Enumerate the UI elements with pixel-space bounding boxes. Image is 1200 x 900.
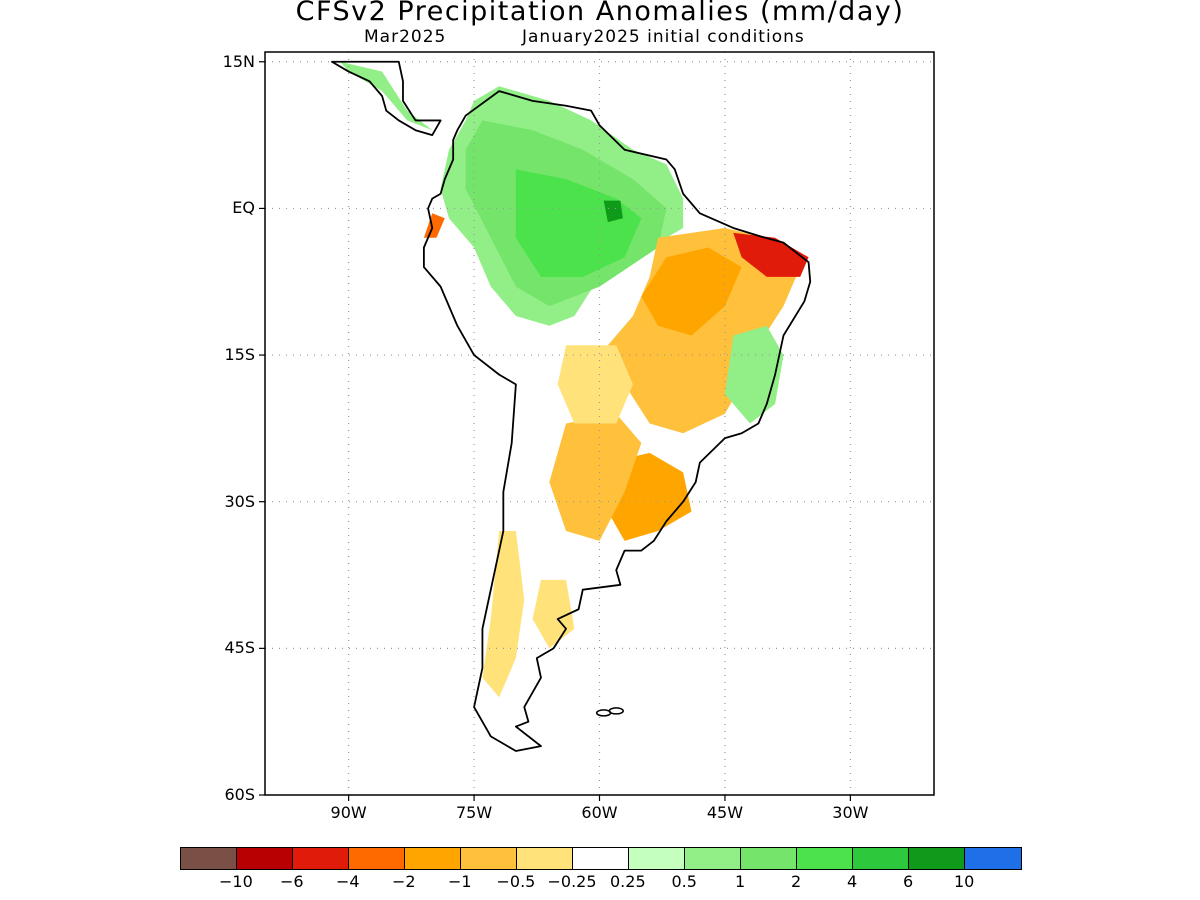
lat-label: 45S: [224, 638, 255, 658]
initial-conditions: January2025 initial conditions: [522, 27, 805, 47]
colorbar-swatch: [405, 848, 461, 869]
dry-anomaly-argentina-north: [549, 413, 642, 541]
colorbar-label: −0.5: [496, 872, 536, 891]
dry-anomaly-bolivia: [557, 345, 633, 424]
colorbar-swatch: [965, 848, 1021, 869]
colorbar-swatch: [461, 848, 517, 869]
dry-anomaly-central-brazil: [641, 247, 742, 336]
lat-label: 15N: [222, 51, 255, 71]
lon-label: 60W: [581, 803, 618, 822]
coastline-south-america: [422, 90, 812, 752]
forecast-month: Mar2025: [364, 27, 447, 47]
colorbar-label: 2: [791, 872, 802, 891]
colorbar-label: −0.25: [547, 872, 597, 891]
lon-label: 30W: [832, 803, 869, 822]
colorbar-label: 6: [903, 872, 914, 891]
colorbar-label: 1: [735, 872, 746, 891]
colorbar-label: 10: [954, 872, 975, 891]
colorbar-label: 0.25: [610, 872, 646, 891]
wet-anomaly-max: [603, 200, 623, 223]
colorbar-swatch: [909, 848, 965, 869]
colorbar-swatch: [797, 848, 853, 869]
colorbar-swatch: [517, 848, 573, 869]
colorbar-swatch: [685, 848, 741, 869]
chart-title: CFSv2 Precipitation Anomalies (mm/day): [295, 0, 905, 27]
colorbar: [180, 847, 1022, 870]
colorbar-label: 4: [847, 872, 858, 891]
island-falklands: [608, 707, 624, 715]
coastline-central-america: [330, 60, 442, 136]
lon-label: 90W: [330, 803, 367, 822]
dry-anomaly-ecuador: [423, 213, 445, 238]
lon-label: 75W: [455, 803, 493, 822]
anomaly-layer: [340, 61, 809, 698]
lon-label: 45W: [706, 803, 744, 822]
coastline: [330, 60, 812, 752]
colorbar-label: −4: [336, 872, 360, 891]
axis-ticks: [259, 61, 851, 801]
colorbar-label: 0.5: [671, 872, 697, 891]
colorbar-label: −10: [219, 872, 253, 891]
colorbar-swatch: [181, 848, 237, 869]
colorbar-swatch: [853, 848, 909, 869]
dry-anomaly-northeast: [733, 232, 809, 277]
lat-label: 30S: [224, 491, 255, 511]
colorbar-label: −6: [280, 872, 304, 891]
lat-label: EQ: [232, 198, 255, 218]
dry-anomaly-chile: [482, 531, 525, 698]
colorbar-swatch: [293, 848, 349, 869]
colorbar-swatch: [237, 848, 293, 869]
colorbar-swatch: [741, 848, 797, 869]
colorbar-label: −2: [392, 872, 416, 891]
colorbar-swatch: [573, 848, 629, 869]
lat-label: 60S: [224, 785, 255, 804]
colorbar-swatch: [349, 848, 405, 869]
grid-lines: [265, 52, 934, 795]
lat-label: 15S: [224, 345, 255, 365]
colorbar-label: −1: [448, 872, 472, 891]
wet-anomaly-core: [515, 169, 642, 277]
colorbar-swatch: [629, 848, 685, 869]
